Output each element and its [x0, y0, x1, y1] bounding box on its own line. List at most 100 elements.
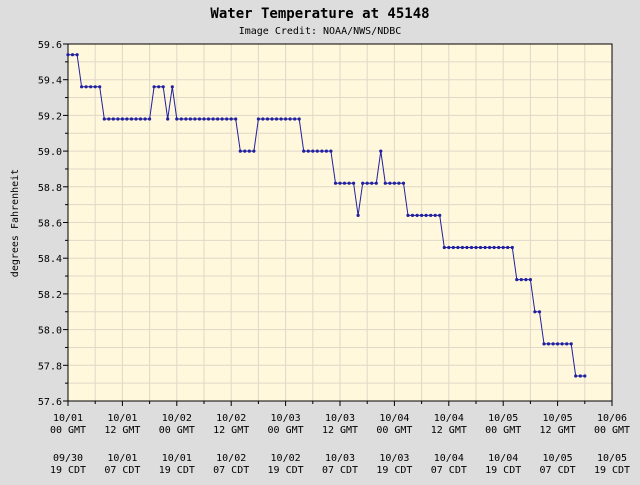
data-point [324, 149, 328, 153]
x-tick-label-local-date: 10/03 [325, 453, 355, 464]
data-point [75, 53, 79, 57]
data-point [311, 149, 315, 153]
chart-subtitle: Image Credit: NOAA/NWS/NDBC [239, 26, 402, 37]
plot-area: 59.6 59.4 59.2 59.0 58.8 58.6 58.4 58.2 58.0 57.8… [38, 40, 630, 476]
data-point [433, 213, 437, 217]
chart-title: Water Temperature at 45148 [210, 6, 429, 22]
data-point [129, 117, 134, 121]
x-tick-label-local-date: 09/30 [53, 453, 83, 464]
data-point [284, 117, 288, 121]
data-point [420, 213, 424, 217]
x-tick-label-local-date: 10/04 [488, 453, 518, 464]
y-tick-label: 57.6 [38, 397, 62, 408]
data-point [401, 181, 406, 185]
x-tick-label-local-date: 10/05 [543, 453, 573, 464]
x-tick-label-gmt-time: 00 GMT [485, 425, 521, 436]
data-point [352, 181, 356, 185]
data-point [229, 117, 233, 121]
data-point [89, 85, 93, 89]
data-point [261, 117, 265, 121]
data-point [397, 181, 401, 185]
data-point [170, 85, 174, 89]
data-point [492, 245, 496, 250]
data-point [533, 310, 537, 314]
data-point [406, 213, 410, 217]
x-tick-label-gmt-time: 12 GMT [104, 425, 140, 436]
x-tick-label-local-time: 19 CDT [159, 465, 195, 476]
x-tick-label-local-date: 10/05 [597, 453, 627, 464]
data-point [238, 149, 242, 153]
x-tick-label-local-time: 07 CDT [431, 465, 467, 476]
data-point [497, 245, 501, 250]
data-point [329, 149, 333, 153]
x-tick-label-local-date: 10/04 [434, 453, 464, 464]
data-point [342, 181, 347, 185]
data-point [206, 117, 211, 121]
x-tick-label-gmt-time: 12 GMT [322, 425, 358, 436]
data-point [365, 181, 369, 185]
data-point [374, 181, 378, 185]
data-point [256, 117, 260, 121]
data-point [125, 117, 129, 121]
y-tick-label: 58.2 [38, 290, 62, 301]
data-point [84, 85, 88, 89]
data-point [451, 245, 455, 250]
data-point [70, 53, 75, 57]
data-point [120, 117, 124, 121]
data-point [370, 181, 374, 185]
data-point [234, 117, 238, 121]
data-point [102, 117, 106, 121]
data-point [157, 85, 161, 89]
data-point [569, 342, 573, 346]
x-tick-label-gmt-time: 12 GMT [213, 425, 249, 436]
data-point [510, 245, 514, 250]
data-point [188, 117, 192, 121]
x-tick-label-local-date: 10/02 [271, 453, 301, 464]
x-tick-label-local-date: 10/01 [162, 453, 192, 464]
data-point [415, 213, 419, 217]
data-point [306, 149, 310, 153]
data-point [279, 117, 283, 121]
data-point [478, 245, 483, 250]
data-point [211, 117, 215, 121]
x-tick-label-local-time: 19 CDT [594, 465, 630, 476]
x-tick-label-local-time: 07 CDT [104, 465, 140, 476]
data-point [161, 85, 165, 89]
data-point [565, 342, 569, 346]
data-point [442, 245, 446, 250]
data-point [537, 310, 542, 314]
data-point [456, 245, 460, 250]
data-point [361, 181, 365, 185]
data-point [66, 53, 70, 57]
data-point [460, 245, 464, 250]
x-tick-label-local-time: 19 CDT [50, 465, 86, 476]
x-tick-label-gmt-time: 00 GMT [159, 425, 195, 436]
x-tick-label-gmt-date: 10/06 [597, 413, 627, 424]
data-point [225, 117, 229, 121]
y-tick-label: 58.8 [38, 183, 62, 194]
data-point [320, 149, 324, 153]
y-axis-label: degrees Fahrenheit [10, 169, 21, 277]
data-point [80, 85, 84, 89]
y-tick-label: 58.6 [38, 219, 62, 230]
data-point [542, 342, 546, 346]
x-tick-label-gmt-date: 10/04 [379, 413, 409, 424]
data-point [429, 213, 433, 217]
x-tick-label-local-date: 10/02 [216, 453, 246, 464]
data-point [501, 245, 505, 250]
data-point [524, 278, 528, 282]
x-tick-label-gmt-time: 00 GMT [268, 425, 304, 436]
x-tick-label-gmt-time: 00 GMT [376, 425, 412, 436]
y-tick-label: 59.4 [38, 76, 62, 87]
x-tick-label-gmt-date: 10/01 [53, 413, 83, 424]
data-point [197, 117, 202, 121]
data-point [111, 117, 115, 121]
x-tick-label-local-time: 07 CDT [540, 465, 576, 476]
x-tick-label-local-time: 07 CDT [322, 465, 358, 476]
data-point [315, 149, 319, 153]
data-point [356, 213, 360, 217]
x-tick-label-local-date: 10/01 [107, 453, 137, 464]
x-tick-label-gmt-date: 10/05 [543, 413, 573, 424]
data-point [138, 117, 143, 121]
